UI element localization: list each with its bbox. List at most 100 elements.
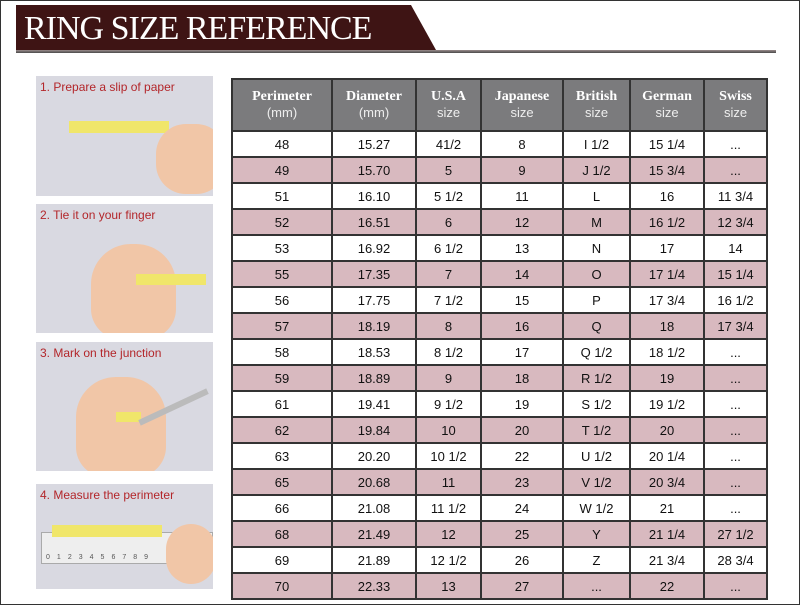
- table-cell: 65: [231, 468, 333, 496]
- table-cell: 14: [703, 234, 768, 262]
- table-cell: 7: [415, 260, 482, 288]
- ring-size-table: Perimeter (mm) Diameter (mm) U.S.A size Japane…: [231, 78, 768, 600]
- ruler-ticks: 0 1 2 3 4 5 6 7 8 9: [46, 554, 148, 561]
- table-cell: 69: [231, 546, 333, 574]
- ruler-tick-label: 6: [111, 554, 116, 561]
- table-cell: 23: [480, 468, 564, 496]
- table-cell: 20: [629, 416, 705, 444]
- table-cell: 7 1/2: [415, 286, 482, 314]
- table-row: 57 18.19 8 16 Q 18 17 3/4: [231, 312, 768, 340]
- ruler-tick-label: 3: [78, 554, 83, 561]
- table-cell: 17: [629, 234, 705, 262]
- table-row: 51 16.10 5 1/2 11 L 16 11 3/4: [231, 182, 768, 210]
- table-row: 58 18.53 8 1/2 17 Q 1/2 18 1/2...: [231, 338, 768, 366]
- table-cell: 13: [415, 572, 482, 600]
- table-cell: 12 1/2: [415, 546, 482, 574]
- ruler-tick-label: 1: [56, 554, 61, 561]
- table-cell: ...: [703, 364, 768, 392]
- table-cell: 22.33: [331, 572, 417, 600]
- table-cell: 51: [231, 182, 333, 210]
- table-cell: 17 3/4: [629, 286, 705, 314]
- table-cell: 20 3/4: [629, 468, 705, 496]
- column-header: Swiss size: [703, 78, 768, 132]
- table-cell: ...: [703, 156, 768, 184]
- table-cell: 5: [415, 156, 482, 184]
- table-cell: ...: [562, 572, 631, 600]
- table-cell: 24: [480, 494, 564, 522]
- header-main: Diameter: [346, 89, 402, 104]
- table-row: 61 19.41 9 1/2 19 S 1/2 19 1/2...: [231, 390, 768, 418]
- step-label: 1. Prepare a slip of paper: [40, 80, 175, 94]
- table-cell: M: [562, 208, 631, 236]
- table-cell: T 1/2: [562, 416, 631, 444]
- table-cell: 12: [480, 208, 564, 236]
- table-cell: ...: [703, 494, 768, 522]
- ruler-tick-label: 9: [144, 554, 149, 561]
- header-main: Japanese: [494, 89, 550, 104]
- ruler-tick-label: 4: [89, 554, 94, 561]
- table-cell: 16 1/2: [703, 286, 768, 314]
- table-cell: 49: [231, 156, 333, 184]
- paper-strip-image: [69, 121, 169, 133]
- table-cell: 21.89: [331, 546, 417, 574]
- table-cell: 17 1/4: [629, 260, 705, 288]
- step-label: 3. Mark on the junction: [40, 346, 162, 360]
- table-cell: 9: [415, 364, 482, 392]
- table-cell: 21.08: [331, 494, 417, 522]
- table-cell: 22: [629, 572, 705, 600]
- table-cell: 19 1/2: [629, 390, 705, 418]
- table-cell: ...: [703, 130, 768, 158]
- table-cell: 53: [231, 234, 333, 262]
- table-cell: 5 1/2: [415, 182, 482, 210]
- table-cell: ...: [703, 442, 768, 470]
- header-main: Perimeter: [252, 89, 312, 104]
- paper-strip-image: [52, 525, 162, 537]
- table-cell: 9 1/2: [415, 390, 482, 418]
- table-cell: 15.27: [331, 130, 417, 158]
- table-cell: 28 3/4: [703, 546, 768, 574]
- table-row: 48 15.27 41/2 8 I 1/2 15 1/4...: [231, 130, 768, 158]
- step-4-panel: 4. Measure the perimeter 0 1 2 3 4 5 6 7…: [36, 484, 213, 589]
- table-cell: 11 1/2: [415, 494, 482, 522]
- table-cell: 18.53: [331, 338, 417, 366]
- table-cell: 10 1/2: [415, 442, 482, 470]
- table-cell: O: [562, 260, 631, 288]
- table-cell: 41/2: [415, 130, 482, 158]
- table-cell: 8 1/2: [415, 338, 482, 366]
- ruler-tick-label: 5: [100, 554, 105, 561]
- table-cell: 57: [231, 312, 333, 340]
- step-1-panel: 1. Prepare a slip of paper: [36, 76, 213, 196]
- table-cell: 15 1/4: [703, 260, 768, 288]
- table-cell: Y: [562, 520, 631, 548]
- header-unit: size: [436, 105, 461, 120]
- table-cell: 16: [629, 182, 705, 210]
- table-row: 55 17.35 7 14 O 17 1/4 15 1/4: [231, 260, 768, 288]
- table-cell: 19: [629, 364, 705, 392]
- table-cell: L: [562, 182, 631, 210]
- table-cell: 19.84: [331, 416, 417, 444]
- table-cell: 12 3/4: [703, 208, 768, 236]
- table-cell: 27: [480, 572, 564, 600]
- table-cell: 8: [415, 312, 482, 340]
- ruler-tick-label: 0: [46, 554, 50, 561]
- header-unit: size: [655, 105, 679, 120]
- header-unit: (mm): [266, 105, 298, 120]
- table-row: 63 20.20 10 1/2 22 U 1/2 20 1/4...: [231, 442, 768, 470]
- table-cell: I 1/2: [562, 130, 631, 158]
- table-cell: 62: [231, 416, 333, 444]
- table-cell: 58: [231, 338, 333, 366]
- table-cell: V 1/2: [562, 468, 631, 496]
- table-cell: U 1/2: [562, 442, 631, 470]
- table-cell: 16 1/2: [629, 208, 705, 236]
- table-cell: Q: [562, 312, 631, 340]
- table-cell: ...: [703, 572, 768, 600]
- table-cell: 19: [480, 390, 564, 418]
- table-row: 65 20.68 11 23 V 1/2 20 3/4...: [231, 468, 768, 496]
- table-cell: S 1/2: [562, 390, 631, 418]
- table-cell: 66: [231, 494, 333, 522]
- table-cell: 9: [480, 156, 564, 184]
- ruler-tick-label: 8: [133, 554, 138, 561]
- column-header: German size: [629, 78, 705, 132]
- table-cell: 17.35: [331, 260, 417, 288]
